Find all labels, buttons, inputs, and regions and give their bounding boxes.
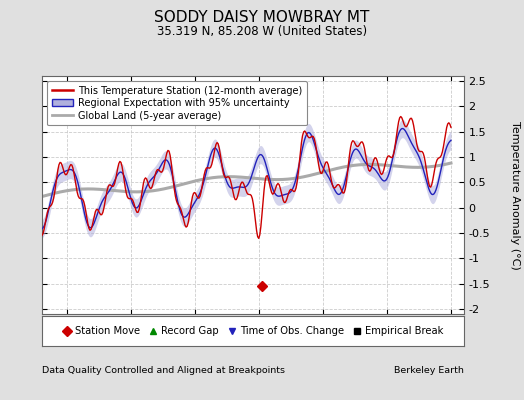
Y-axis label: Temperature Anomaly (°C): Temperature Anomaly (°C)	[510, 121, 520, 269]
Legend: Station Move, Record Gap, Time of Obs. Change, Empirical Break: Station Move, Record Gap, Time of Obs. C…	[58, 322, 447, 340]
Text: SODDY DAISY MOWBRAY MT: SODDY DAISY MOWBRAY MT	[154, 10, 370, 25]
Text: 35.319 N, 85.208 W (United States): 35.319 N, 85.208 W (United States)	[157, 25, 367, 38]
Text: Data Quality Controlled and Aligned at Breakpoints: Data Quality Controlled and Aligned at B…	[42, 366, 285, 375]
Legend: This Temperature Station (12-month average), Regional Expectation with 95% uncer: This Temperature Station (12-month avera…	[47, 81, 307, 126]
Text: Berkeley Earth: Berkeley Earth	[394, 366, 464, 375]
